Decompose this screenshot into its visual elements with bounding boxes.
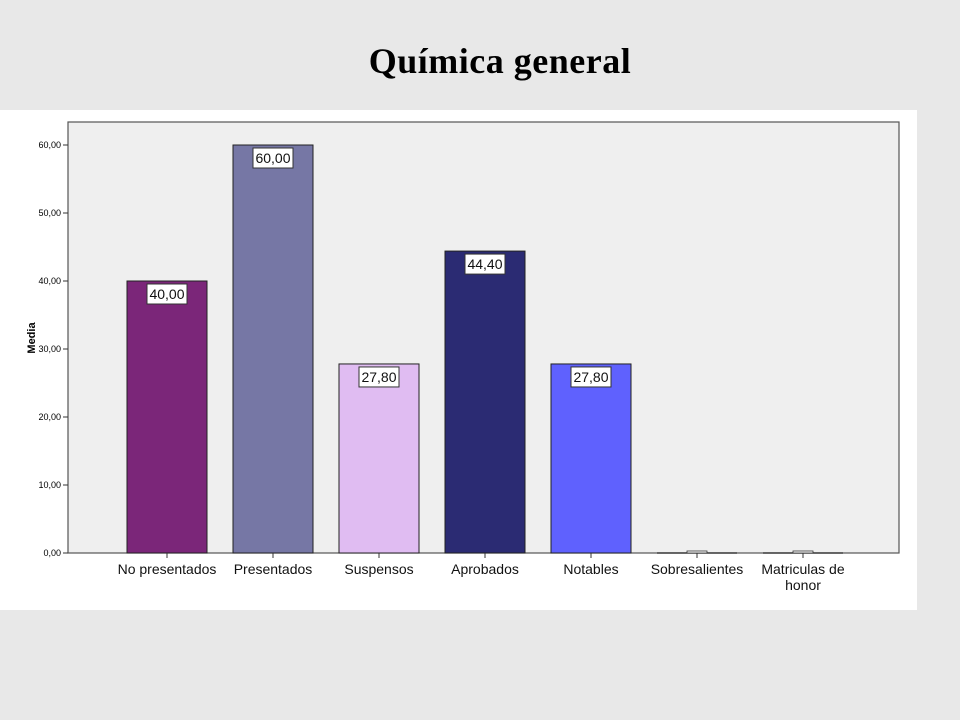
data-label: 44,40 xyxy=(467,256,502,272)
bar xyxy=(444,250,526,554)
data-label-box xyxy=(146,283,188,305)
x-tick-label: Presentados xyxy=(234,561,313,577)
y-tick-label: 40,00 xyxy=(38,276,61,286)
x-tick-label: Suspensos xyxy=(344,561,413,577)
bar xyxy=(126,280,208,554)
y-tick-label: 0,00 xyxy=(43,548,61,558)
y-tick-label: 20,00 xyxy=(38,412,61,422)
chart-panel: Media 0,00 10,00 20,00 30,00 40,00 50,00 60,00… xyxy=(0,110,917,610)
x-tick-label: No presentados xyxy=(118,561,217,577)
y-axis-title: Media xyxy=(26,322,38,354)
y-axis: 0,00 10,00 20,00 30,00 40,00 50,00 60,00 xyxy=(38,140,68,558)
bar-label-box xyxy=(792,550,814,554)
data-label: 27,80 xyxy=(361,369,396,385)
bar-label-box xyxy=(686,550,708,554)
data-label-box xyxy=(464,253,506,275)
data-label-box xyxy=(358,366,400,388)
y-tick-label: 10,00 xyxy=(38,480,61,490)
data-label: 40,00 xyxy=(149,286,184,302)
bars: 40,00 60,00 27,80 44,40 27,80 xyxy=(126,144,843,554)
x-tick-label: Sobresalientes xyxy=(651,561,744,577)
x-axis: No presentados Presentados Suspensos Aproba… xyxy=(118,553,845,593)
bar xyxy=(232,144,314,554)
x-tick-label: Aprobados xyxy=(451,561,519,577)
slide-title: Química general xyxy=(368,41,632,81)
y-tick-label: 60,00 xyxy=(38,140,61,150)
data-label: 27,80 xyxy=(573,369,608,385)
bar xyxy=(550,363,632,554)
data-label-box xyxy=(570,366,612,388)
x-tick-label: Notables xyxy=(563,561,618,577)
data-label: 60,00 xyxy=(255,150,290,166)
bar xyxy=(338,363,420,554)
x-tick-label: Matriculas de honor xyxy=(761,561,844,593)
y-tick-label: 30,00 xyxy=(38,344,61,354)
y-tick-label: 50,00 xyxy=(38,208,61,218)
bar-chart: Media 0,00 10,00 20,00 30,00 40,00 50,00 60,00… xyxy=(26,121,900,593)
data-label-box xyxy=(252,147,294,169)
